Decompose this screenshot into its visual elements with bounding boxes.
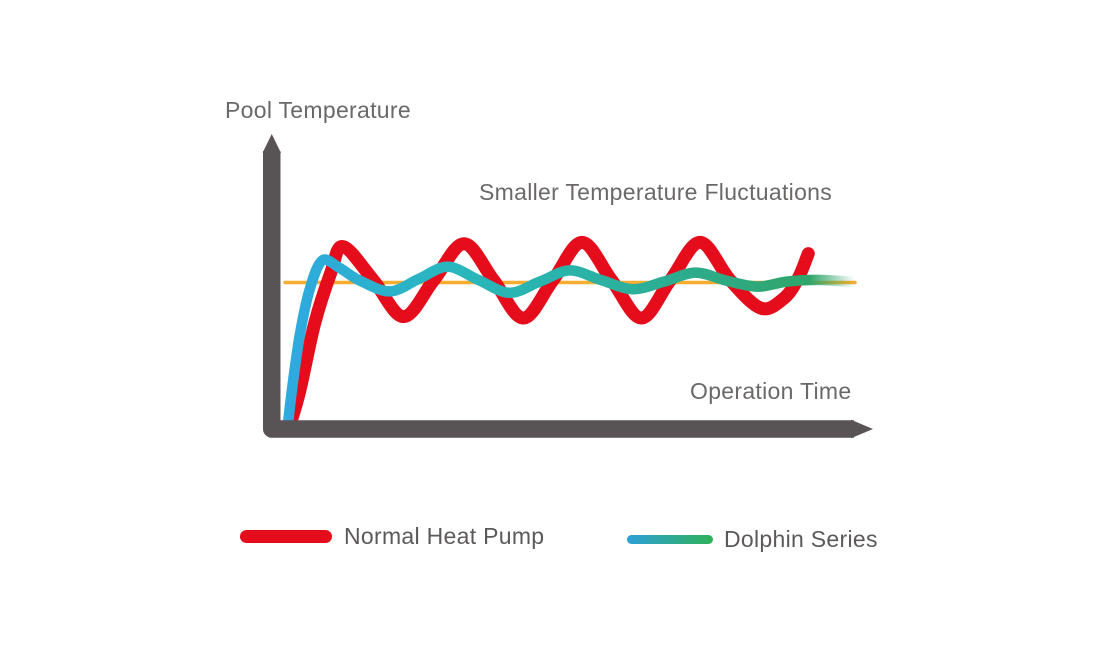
dolphin-series-curve: [282, 254, 858, 436]
axes: [262, 134, 873, 439]
legend-label-dolphin-series: Dolphin Series: [724, 525, 878, 552]
x-axis-arrowhead: [851, 419, 873, 439]
legend-item-normal-heat-pump: Normal Heat Pump: [240, 522, 544, 550]
y-axis-label: Pool Temperature: [225, 97, 411, 123]
legend-swatch-dolphin-series: [627, 534, 713, 544]
x-axis-label: Operation Time: [690, 378, 852, 404]
annotation-smaller-fluctuations: Smaller Temperature Fluctuations: [479, 179, 833, 205]
legend-label-normal-heat-pump: Normal Heat Pump: [344, 522, 545, 549]
axis-lines: [263, 151, 854, 438]
normal-heat-pump-curve: [283, 235, 815, 431]
legend-swatch-normal-heat-pump: [240, 529, 332, 543]
y-axis-arrowhead: [262, 134, 281, 153]
legend-item-dolphin-series: Dolphin Series: [627, 525, 878, 553]
